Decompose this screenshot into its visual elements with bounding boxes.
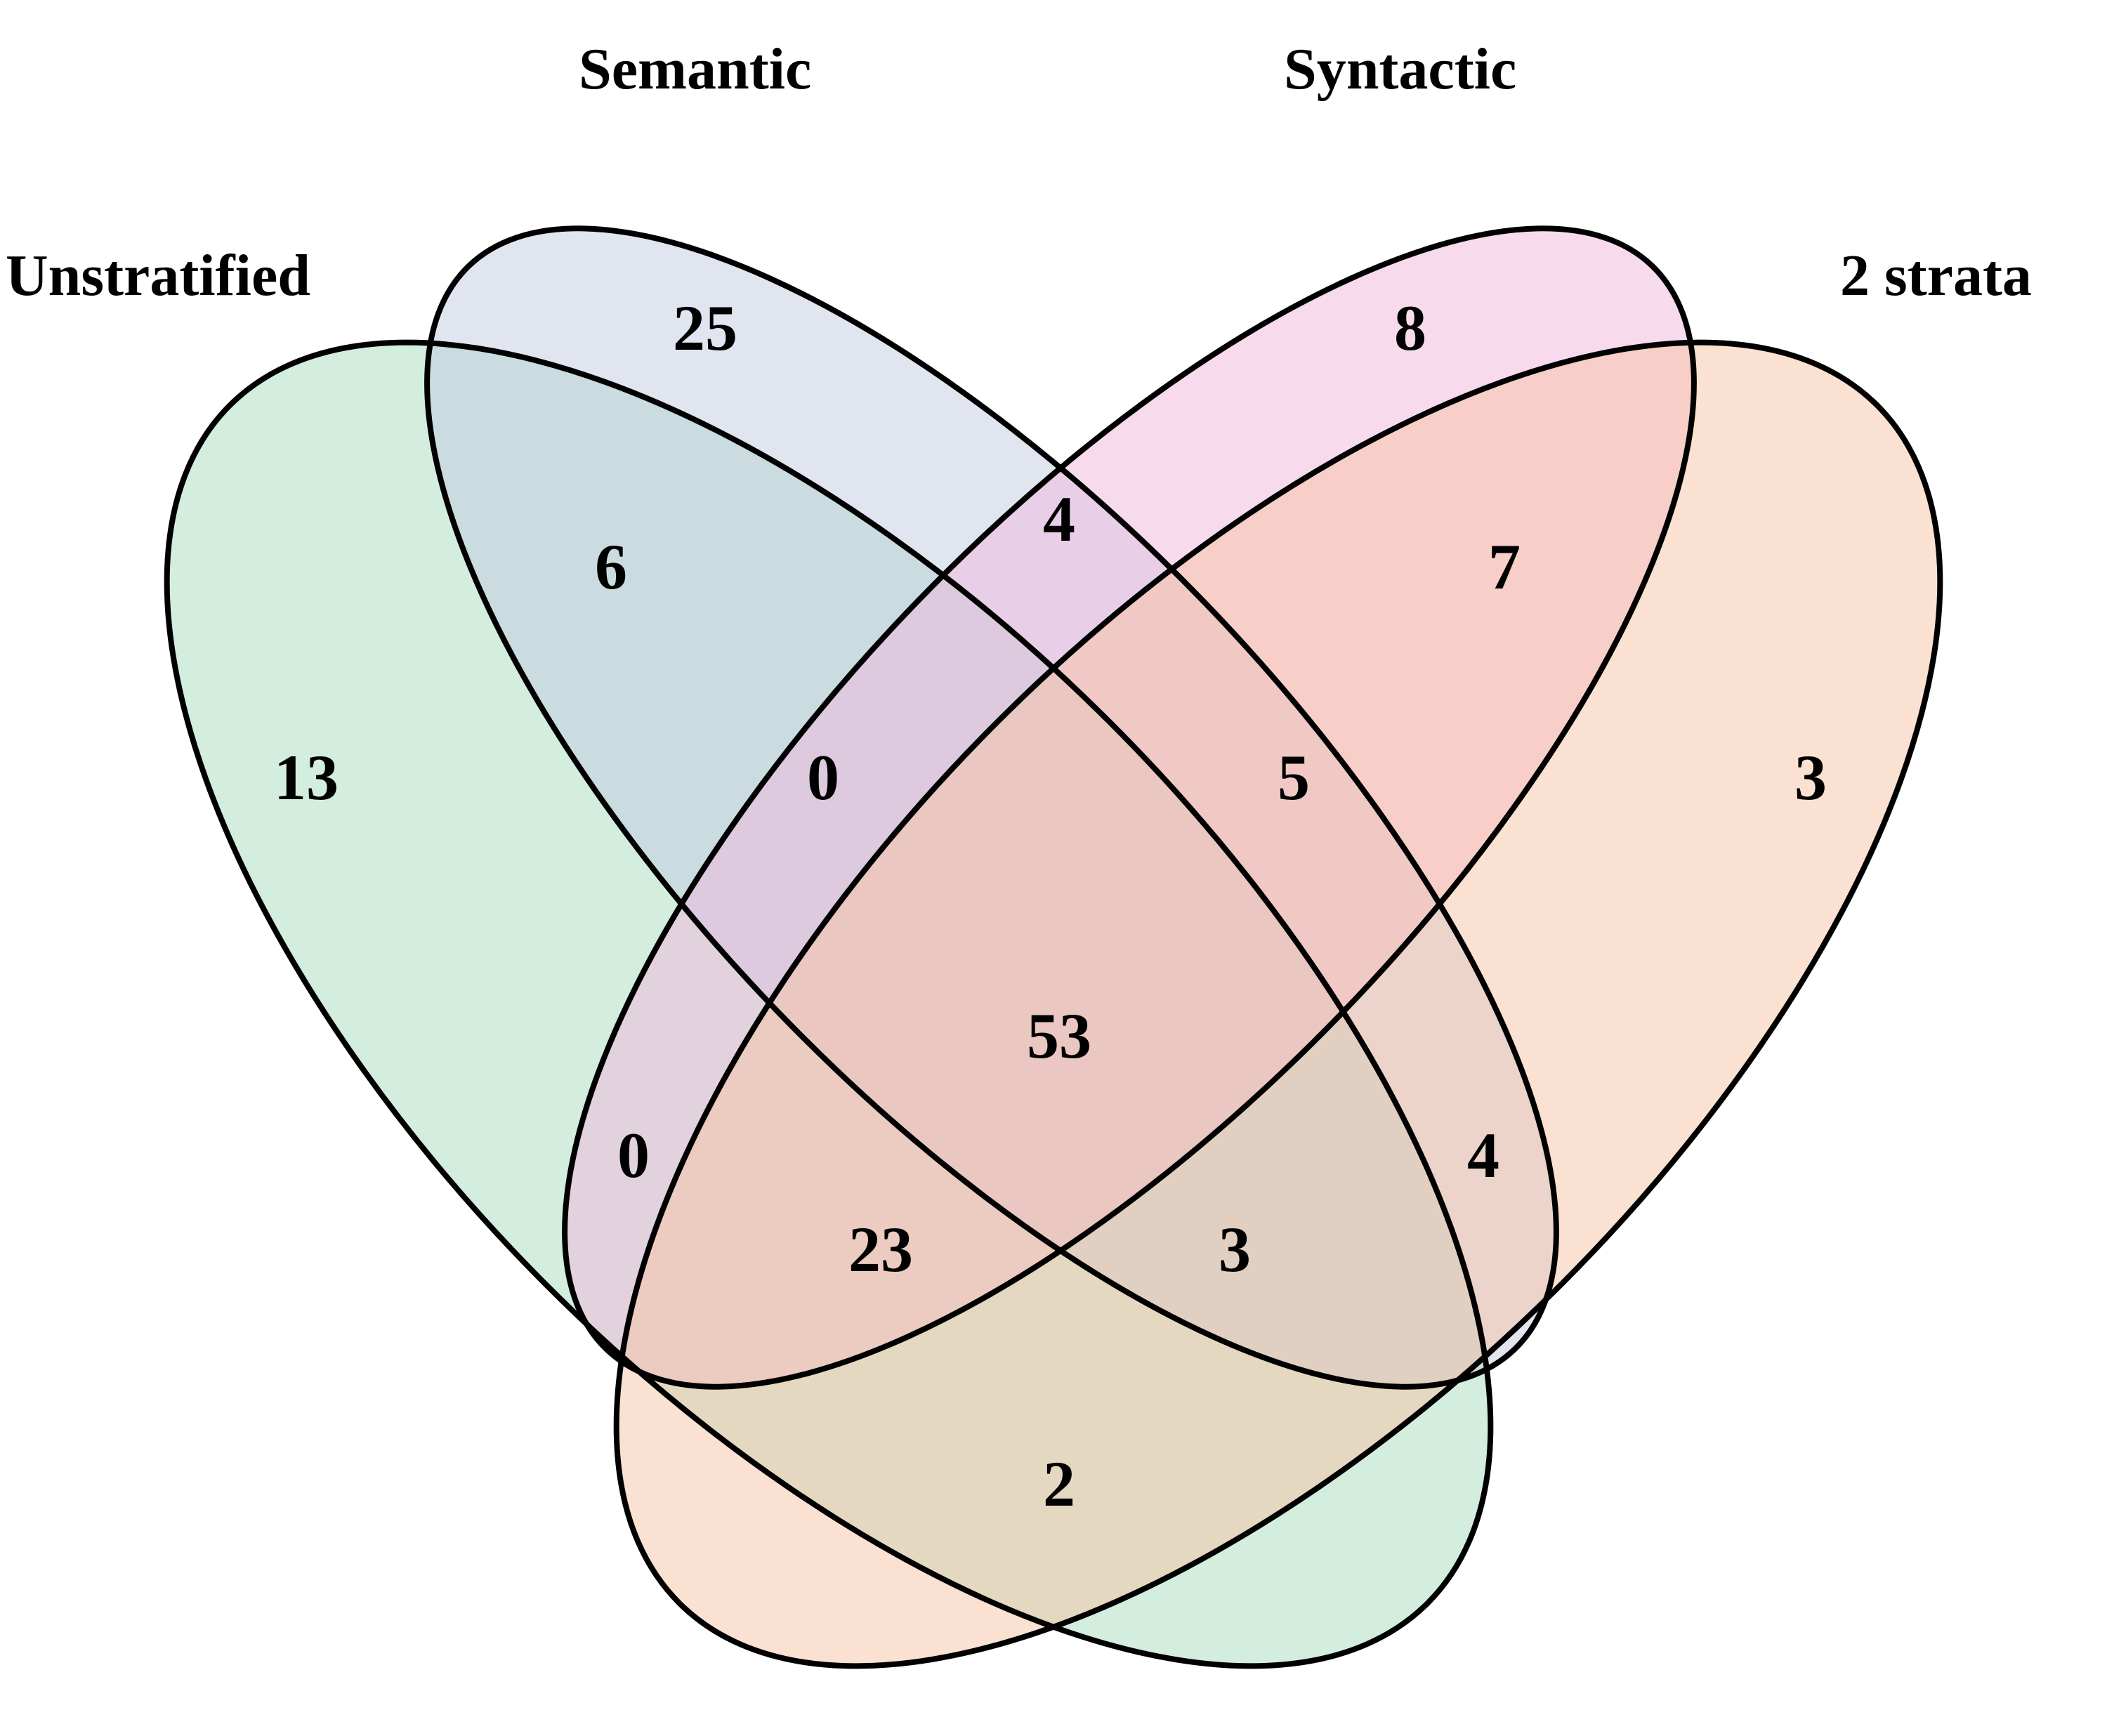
two-strata-ellipse-outline	[613, 339, 1943, 1669]
count-semantic-two-strata: 4	[1467, 1119, 1499, 1191]
count-unstratified-two-strata: 2	[1043, 1448, 1075, 1520]
set-label-unstratified: Unstratified	[6, 243, 310, 308]
set-outlines	[164, 225, 1943, 1669]
count-two-strata-only: 3	[1794, 742, 1827, 813]
two-strata-ellipse-fill	[616, 342, 1941, 1666]
count-semantic-syntactic-two-strata: 5	[1278, 742, 1310, 813]
count-unstratified-semantic-two-strata: 3	[1219, 1214, 1251, 1285]
syntactic-ellipse-outline	[562, 225, 1697, 1390]
region-counts: 13 25 8 3 6 4 7 0 5 53 0 4 23 3 2	[274, 292, 1827, 1520]
count-unstratified-semantic: 6	[595, 531, 627, 603]
count-all-four: 53	[1027, 1000, 1091, 1072]
count-syntactic-two-strata: 7	[1488, 531, 1521, 603]
count-semantic-only: 25	[673, 292, 737, 364]
set-fills	[166, 228, 1941, 1666]
count-unstratified-semantic-syntactic: 0	[807, 742, 839, 813]
unstratified-ellipse-outline	[164, 339, 1494, 1669]
set-label-two-strata: 2 strata	[1840, 243, 2032, 308]
count-syntactic-only: 8	[1394, 292, 1426, 364]
set-label-semantic: Semantic	[579, 37, 811, 102]
count-unstratified-only: 13	[274, 742, 339, 813]
count-semantic-syntactic: 4	[1043, 483, 1075, 555]
set-label-syntactic: Syntactic	[1284, 37, 1516, 102]
count-unstratified-syntactic-two-strata: 23	[848, 1214, 913, 1285]
semantic-ellipse-outline	[424, 225, 1559, 1390]
count-unstratified-syntactic: 0	[617, 1119, 650, 1191]
set-labels: Unstratified Semantic Syntactic 2 strata	[6, 37, 2032, 308]
